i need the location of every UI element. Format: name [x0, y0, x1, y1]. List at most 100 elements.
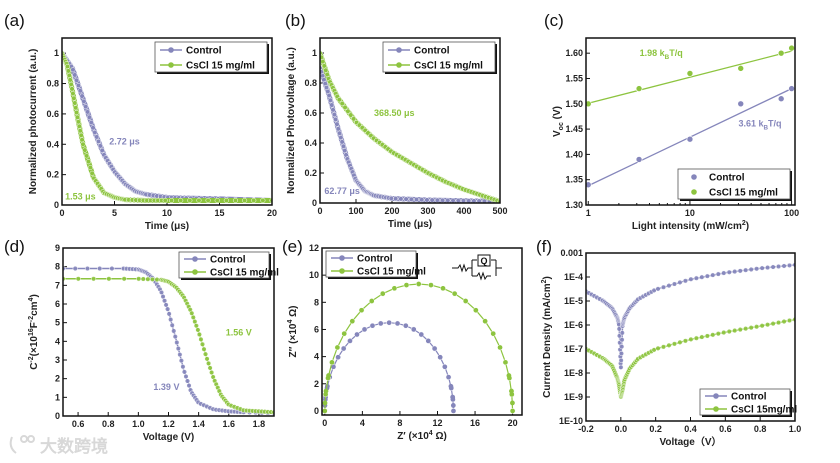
- data-point: [737, 268, 743, 274]
- data-point: [91, 276, 97, 282]
- data-point: [368, 298, 375, 304]
- data-point: [73, 105, 79, 111]
- data-point: [338, 135, 344, 141]
- data-point: [482, 318, 488, 325]
- data-point: [339, 101, 345, 107]
- y-tick-label: 1.50: [565, 99, 583, 109]
- x-tick-label: 1.0: [132, 419, 145, 429]
- series-cscl-15mg-ml: [586, 316, 795, 400]
- x-tick-label: 0: [317, 206, 322, 216]
- data-point: [437, 354, 444, 361]
- data-point: [770, 264, 776, 270]
- data-point: [186, 383, 192, 389]
- data-point: [413, 196, 420, 203]
- data-point: [686, 135, 694, 143]
- data-point: [666, 342, 672, 348]
- legend-label: Control: [186, 46, 222, 57]
- x-axis-label: Time (μs): [145, 221, 189, 232]
- data-point: [65, 68, 71, 74]
- data-point: [737, 65, 745, 72]
- data-point: [510, 400, 515, 406]
- data-point: [209, 369, 215, 376]
- y-tick-label: 10: [309, 270, 319, 280]
- data-point: [781, 263, 787, 269]
- data-point: [410, 326, 417, 333]
- annotation-label: 1.39 V: [153, 382, 179, 392]
- y-tick-label: 0.001: [560, 248, 583, 258]
- y-tick-label: 0.8: [304, 78, 317, 88]
- y-tick-label: 1.55: [565, 73, 583, 83]
- data-point: [660, 284, 667, 290]
- data-point: [199, 341, 206, 347]
- y-axis-label: Voc​ (V): [552, 106, 565, 137]
- data-point: [693, 275, 699, 281]
- data-point: [149, 276, 155, 282]
- data-point: [688, 276, 694, 282]
- data-point: [671, 341, 678, 347]
- series-cscl-15-mg-ml: [63, 276, 274, 415]
- data-point: [74, 77, 80, 83]
- x-axis-label: Light intensity (mW/cm2​): [632, 220, 749, 232]
- x-tick-label: 0.8: [754, 424, 767, 434]
- series-line: [324, 283, 514, 411]
- legend-marker: [192, 256, 198, 262]
- data-point: [97, 143, 103, 149]
- data-point: [776, 320, 782, 326]
- data-point: [190, 314, 196, 320]
- x-axis-label: Voltage（V）: [659, 435, 721, 448]
- series-control: [586, 85, 795, 189]
- data-point: [121, 276, 127, 282]
- data-point: [99, 147, 105, 153]
- data-point: [64, 63, 71, 69]
- plot-frame: [321, 247, 523, 416]
- y-tick-label: 0.8: [46, 79, 59, 89]
- x-tick-label: 0.6: [719, 424, 732, 434]
- legend-label: CsCl 15 mg/ml: [186, 61, 255, 72]
- x-axis-label: Voltage (V): [143, 432, 194, 443]
- x-tick-label: 0.6: [72, 419, 85, 429]
- data-point: [509, 388, 514, 394]
- data-point: [323, 67, 329, 73]
- y-tick-label: 0.2: [46, 170, 59, 180]
- legend: Control CsCl 15 mg/ml: [154, 41, 269, 74]
- legend-marker: [396, 62, 402, 68]
- data-point: [78, 132, 84, 138]
- data-point: [476, 198, 482, 203]
- data-point: [710, 332, 716, 338]
- data-point: [336, 97, 342, 103]
- x-tick-label: 400: [456, 206, 471, 216]
- legend: Control CsCl 15 mg/ml: [325, 250, 426, 279]
- panel-label: (b): [285, 11, 306, 30]
- data-point: [686, 70, 694, 77]
- y-tick-label: 0: [312, 198, 317, 208]
- legend: Control CsCl 15mg/ml: [699, 388, 797, 417]
- data-point: [201, 346, 207, 352]
- data-point: [677, 279, 683, 285]
- data-point: [94, 134, 100, 140]
- legend-label: CsCl 15 mg/ml: [414, 61, 483, 72]
- data-point: [321, 63, 327, 69]
- data-point: [75, 276, 81, 282]
- watermark-text: 大数跨境: [40, 436, 108, 456]
- data-point: [431, 345, 438, 352]
- y-axis-label: Z″ (×104​ Ω): [287, 305, 299, 357]
- plot-frame: [61, 37, 273, 206]
- chart-panel-f: (f) -0.2 0.0 0.2 0.4 0.6 0.8 1.0 1E-10 1E-9 1E-8 1E…: [536, 237, 801, 448]
- panel-label: (c): [544, 11, 564, 30]
- data-point: [466, 198, 472, 203]
- data-point: [655, 286, 661, 292]
- data-point: [710, 272, 716, 278]
- data-point: [424, 197, 430, 203]
- data-point: [85, 109, 91, 115]
- series-control: [320, 65, 500, 203]
- y-tick-label: 0.6: [304, 108, 317, 118]
- data-point: [462, 298, 469, 304]
- data-point: [337, 130, 343, 136]
- data-point: [743, 326, 749, 332]
- data-point: [140, 276, 146, 282]
- data-point: [178, 197, 184, 203]
- y-tick-label: 2: [314, 379, 319, 389]
- data-point: [737, 327, 743, 333]
- data-point: [320, 59, 326, 65]
